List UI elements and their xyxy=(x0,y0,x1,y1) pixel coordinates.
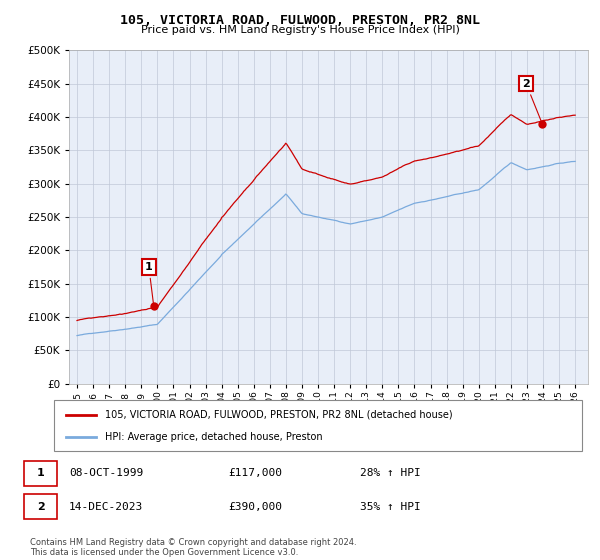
Text: 35% ↑ HPI: 35% ↑ HPI xyxy=(360,502,421,512)
Text: Price paid vs. HM Land Registry's House Price Index (HPI): Price paid vs. HM Land Registry's House … xyxy=(140,25,460,35)
Text: 08-OCT-1999: 08-OCT-1999 xyxy=(69,468,143,478)
Text: HPI: Average price, detached house, Preston: HPI: Average price, detached house, Pres… xyxy=(105,432,323,442)
Text: 28% ↑ HPI: 28% ↑ HPI xyxy=(360,468,421,478)
Text: 1: 1 xyxy=(145,262,154,303)
Text: 2: 2 xyxy=(37,502,44,512)
Text: 105, VICTORIA ROAD, FULWOOD, PRESTON, PR2 8NL: 105, VICTORIA ROAD, FULWOOD, PRESTON, PR… xyxy=(120,14,480,27)
Text: Contains HM Land Registry data © Crown copyright and database right 2024.
This d: Contains HM Land Registry data © Crown c… xyxy=(30,538,356,557)
Text: £390,000: £390,000 xyxy=(228,502,282,512)
Text: 14-DEC-2023: 14-DEC-2023 xyxy=(69,502,143,512)
Text: £117,000: £117,000 xyxy=(228,468,282,478)
Text: 1: 1 xyxy=(37,468,44,478)
Text: 105, VICTORIA ROAD, FULWOOD, PRESTON, PR2 8NL (detached house): 105, VICTORIA ROAD, FULWOOD, PRESTON, PR… xyxy=(105,409,452,419)
Text: 2: 2 xyxy=(522,79,541,121)
